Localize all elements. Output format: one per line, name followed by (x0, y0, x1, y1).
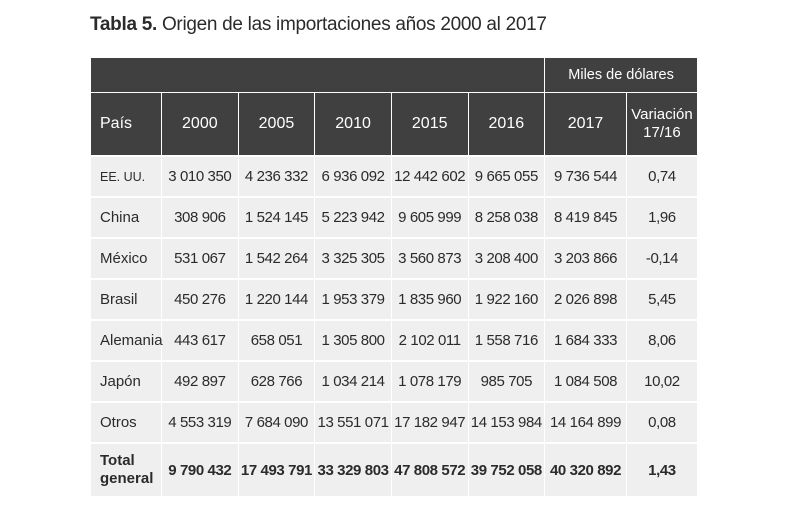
total-value: 47 808 572 (390, 442, 468, 496)
total-label-line1: Total (100, 452, 135, 469)
row-country: Alemania (91, 319, 163, 361)
cell-value: 5 223 942 (314, 196, 392, 238)
table-title: Tabla 5. Origen de las importaciones año… (90, 14, 547, 36)
table-row: China 308 906 1 524 145 5 223 942 9 605 … (91, 196, 697, 238)
cell-value: 2 102 011 (390, 319, 468, 361)
cell-value: 1 922 160 (467, 278, 545, 320)
table-title-label: Tabla 5. (90, 14, 157, 35)
cell-value: 12 442 602 (390, 155, 468, 197)
cell-value: 4 553 319 (161, 401, 239, 443)
header-row: País 2000 2005 2010 2015 2016 2017 Varia… (91, 92, 697, 156)
cell-value: 985 705 (467, 360, 545, 402)
table-row: Brasil 450 276 1 220 144 1 953 379 1 835… (91, 278, 697, 320)
total-value: 17 493 791 (237, 442, 315, 496)
cell-value: 2 026 898 (544, 278, 627, 320)
cell-value: 450 276 (161, 278, 239, 320)
cell-value: 9 605 999 (390, 196, 468, 238)
table-row: EE. UU. 3 010 350 4 236 332 6 936 092 12… (91, 155, 697, 197)
row-country: Otros (91, 401, 162, 443)
cell-value: 3 208 400 (467, 237, 545, 279)
table-row: México 531 067 1 542 264 3 325 305 3 560… (91, 237, 697, 279)
cell-variation: -0,14 (625, 237, 697, 279)
total-label: Total general (91, 442, 162, 496)
cell-value: 658 051 (237, 319, 315, 361)
cell-variation: 0,74 (625, 155, 697, 197)
table-title-text: Origen de las importaciones años 2000 al… (161, 14, 547, 35)
cell-value: 3 560 873 (390, 237, 468, 279)
cell-value: 8 258 038 (467, 196, 545, 238)
cell-value: 1 034 214 (314, 360, 392, 402)
table-row: Japón 492 897 628 766 1 034 214 1 078 17… (91, 360, 697, 402)
cell-value: 1 084 508 (544, 360, 627, 402)
cell-value: 1 220 144 (237, 278, 315, 320)
units-label: Miles de dólares (544, 58, 697, 93)
cell-value: 8 419 845 (544, 196, 627, 238)
total-value: 39 752 058 (467, 442, 545, 496)
header-year: 2017 (544, 92, 627, 156)
total-value: 9 790 432 (161, 442, 239, 496)
cell-variation: 8,06 (625, 319, 697, 361)
cell-value: 14 153 984 (467, 401, 545, 443)
header-variation-line1: Variación (631, 106, 693, 123)
header-country: País (91, 92, 162, 156)
cell-value: 4 236 332 (237, 155, 315, 197)
cell-variation: 5,45 (625, 278, 697, 320)
cell-value: 6 936 092 (314, 155, 392, 197)
cell-variation: 10,02 (625, 360, 697, 402)
cell-value: 1 558 716 (467, 319, 545, 361)
cell-value: 308 906 (161, 196, 239, 238)
cell-value: 3 203 866 (544, 237, 627, 279)
cell-value: 17 182 947 (390, 401, 468, 443)
total-row: Total general 9 790 432 17 493 791 33 32… (91, 442, 697, 496)
cell-value: 14 164 899 (544, 401, 627, 443)
cell-value: 13 551 071 (314, 401, 392, 443)
row-country: México (91, 237, 162, 279)
cell-value: 628 766 (237, 360, 315, 402)
cell-value: 3 325 305 (314, 237, 392, 279)
cell-value: 1 078 179 (390, 360, 468, 402)
header-variation: Variación 17/16 (625, 92, 697, 156)
cell-value: 1 305 800 (314, 319, 392, 361)
header-year: 2005 (237, 92, 315, 156)
table-row: Otros 4 553 319 7 684 090 13 551 071 17 … (91, 401, 697, 443)
header-variation-line2: 17/16 (643, 124, 681, 141)
row-country: EE. UU. (91, 155, 162, 197)
cell-value: 9 736 544 (544, 155, 627, 197)
cell-value: 443 617 (161, 319, 239, 361)
total-variation: 1,43 (625, 442, 697, 496)
cell-value: 7 684 090 (237, 401, 315, 443)
total-label-line2: general (100, 470, 154, 487)
units-row: Miles de dólares (91, 58, 697, 93)
cell-value: 3 010 350 (161, 155, 239, 197)
header-year: 2015 (390, 92, 468, 156)
row-country: China (91, 196, 162, 238)
units-spacer (91, 58, 545, 93)
row-country: Brasil (91, 278, 162, 320)
cell-variation: 1,96 (625, 196, 697, 238)
header-year: 2010 (314, 92, 392, 156)
imports-table-container: Miles de dólares País 2000 2005 2010 201… (91, 58, 697, 496)
cell-value: 1 542 264 (237, 237, 315, 279)
imports-table: Miles de dólares País 2000 2005 2010 201… (91, 58, 697, 496)
cell-value: 1 953 379 (314, 278, 392, 320)
cell-value: 1 524 145 (237, 196, 315, 238)
cell-value: 531 067 (161, 237, 239, 279)
cell-value: 9 665 055 (467, 155, 545, 197)
cell-variation: 0,08 (625, 401, 697, 443)
header-year: 2016 (467, 92, 545, 156)
table-row: Alemania 443 617 658 051 1 305 800 2 102… (91, 319, 697, 361)
cell-value: 1 684 333 (544, 319, 627, 361)
cell-value: 1 835 960 (390, 278, 468, 320)
header-year: 2000 (161, 92, 239, 156)
row-country: Japón (91, 360, 162, 402)
total-value: 33 329 803 (314, 442, 392, 496)
cell-value: 492 897 (161, 360, 239, 402)
total-value: 40 320 892 (544, 442, 627, 496)
